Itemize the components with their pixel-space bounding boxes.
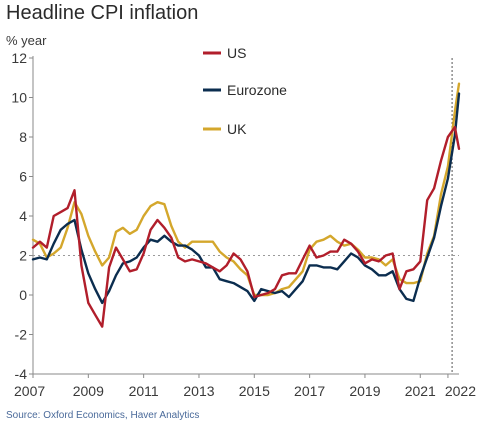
series-lines: [31, 82, 461, 328]
y-tick-label: -2: [15, 327, 28, 343]
y-tick-label: 4: [19, 208, 27, 224]
legend-label-uk: UK: [227, 121, 247, 137]
x-tick-label: 2017: [294, 383, 325, 399]
x-tick-label: 2007: [14, 383, 45, 399]
legend-label-eurozone: Eurozone: [227, 82, 287, 98]
x-tick-label: 2021: [405, 383, 436, 399]
series-line-us: [31, 125, 461, 328]
x-tick-label: 2011: [129, 383, 159, 399]
y-tick-label: 8: [19, 129, 27, 145]
y-tick-label: 10: [11, 90, 27, 106]
y-tick-label: -4: [15, 366, 28, 382]
x-tick-label: 2013: [183, 383, 214, 399]
y-tick-label: 2: [19, 248, 27, 264]
y-axis-unit-label: % year: [6, 33, 47, 48]
source-note: Source: Oxford Economics, Haver Analytic…: [6, 410, 200, 421]
y-tick-label: 0: [19, 287, 27, 303]
y-tick-label: 6: [19, 169, 27, 185]
x-tick-label: 2019: [349, 383, 380, 399]
x-tick-label: 2009: [73, 383, 104, 399]
x-tick-label: 2022: [445, 383, 476, 399]
y-tick-label: 12: [11, 50, 27, 66]
x-tick-label: 2015: [239, 383, 270, 399]
legend-label-us: US: [227, 45, 246, 61]
chart-legend: US Eurozone UK: [203, 45, 287, 137]
chart-title: Headline CPI inflation: [6, 2, 199, 24]
